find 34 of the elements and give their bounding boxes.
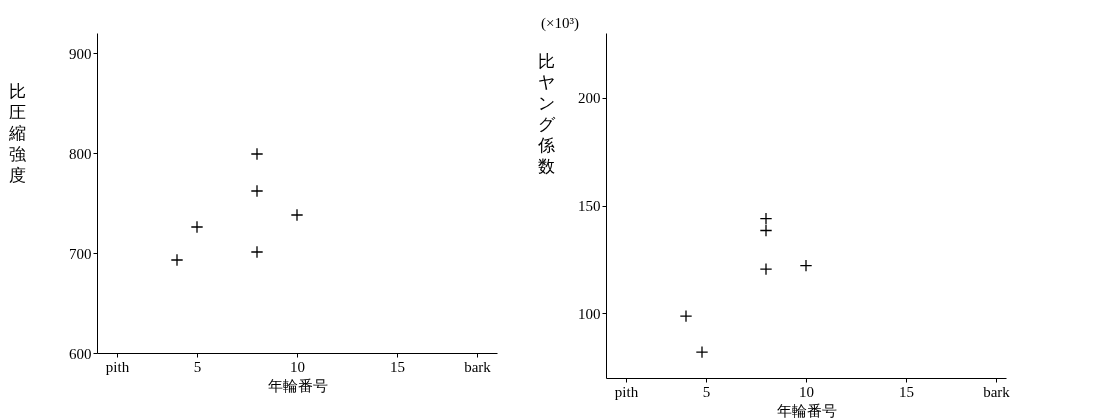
x-tick-label: pith — [105, 358, 130, 375]
x-tick-label: 10 — [799, 383, 814, 400]
x-tick-label: 5 — [702, 383, 711, 400]
x-axis-title: 年輪番号 — [776, 402, 837, 419]
x-axis-title: 年輪番号 — [267, 377, 328, 394]
y-axis-title: 比圧縮強度 — [8, 81, 26, 185]
x-tick-label: bark — [983, 383, 1011, 400]
y-tick-label: 600 — [69, 345, 92, 362]
point — [190, 220, 204, 234]
point — [799, 259, 813, 273]
point — [759, 212, 773, 225]
y-tick-label: 150 — [578, 198, 601, 214]
y-tick-label: 900 — [69, 45, 92, 62]
x-tick-label: 15 — [390, 358, 405, 375]
point — [290, 208, 304, 222]
x-tick-label: 5 — [193, 358, 202, 375]
y-tick-label: 200 — [578, 90, 601, 107]
point — [250, 245, 264, 259]
y-tick-label: 100 — [578, 305, 601, 322]
y-tick-label: 800 — [69, 145, 92, 162]
y-tick-label: 700 — [69, 245, 92, 262]
point — [695, 345, 709, 359]
text: (×10³) — [541, 15, 579, 32]
point — [679, 309, 693, 323]
y-axis-title: 比ヤング係数 — [537, 51, 556, 176]
point — [250, 147, 264, 161]
x-tick-label: 15 — [899, 383, 914, 400]
point — [250, 184, 264, 198]
x-tick-label: bark — [464, 358, 492, 375]
x-tick-label: pith — [614, 383, 639, 400]
point — [759, 224, 773, 237]
x-tick-label: 10 — [290, 358, 305, 375]
point — [759, 262, 773, 276]
point — [170, 253, 184, 267]
